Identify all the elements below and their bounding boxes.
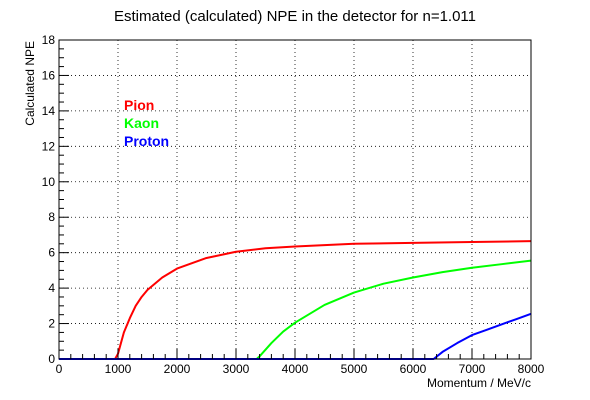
y-tick-label: 8	[48, 210, 55, 224]
y-tick-label: 2	[48, 317, 55, 331]
y-axis-label: Calculated NPE	[23, 41, 37, 126]
plot-frame	[58, 39, 532, 360]
legend-entry-pion: Pion	[124, 97, 154, 113]
x-axis-label: Momentum / MeV/c	[427, 376, 531, 390]
x-tick-label: 4000	[282, 362, 309, 376]
x-tick-label: 6000	[400, 362, 427, 376]
x-tick-label: 1000	[105, 362, 132, 376]
x-tick-label: 2000	[164, 362, 191, 376]
chart-title: Estimated (calculated) NPE in the detect…	[114, 8, 476, 25]
legend-entry-kaon: Kaon	[124, 115, 159, 131]
y-tick-label: 6	[48, 246, 55, 260]
y-tick-label: 16	[42, 68, 56, 82]
y-tick-label: 10	[42, 175, 56, 189]
x-tick-label: 5000	[341, 362, 368, 376]
legend: Pion Kaon Proton	[124, 97, 169, 149]
x-tick-label: 7000	[459, 362, 486, 376]
legend-entry-proton: Proton	[124, 133, 169, 149]
x-tick-label: 8000	[518, 362, 545, 376]
x-tick-label: 0	[56, 362, 63, 376]
y-tick-label: 14	[42, 104, 56, 118]
y-tick-label: 18	[42, 33, 56, 47]
y-tick-label: 0	[48, 352, 55, 366]
grid	[59, 40, 531, 359]
y-tick-label: 12	[42, 139, 56, 153]
x-tick-label: 3000	[223, 362, 250, 376]
axes: 0 1000 2000 3000 4000 5000 6000 7000 8000 0 2 4 6 8 10…	[42, 33, 545, 376]
y-tick-label: 4	[48, 281, 55, 295]
